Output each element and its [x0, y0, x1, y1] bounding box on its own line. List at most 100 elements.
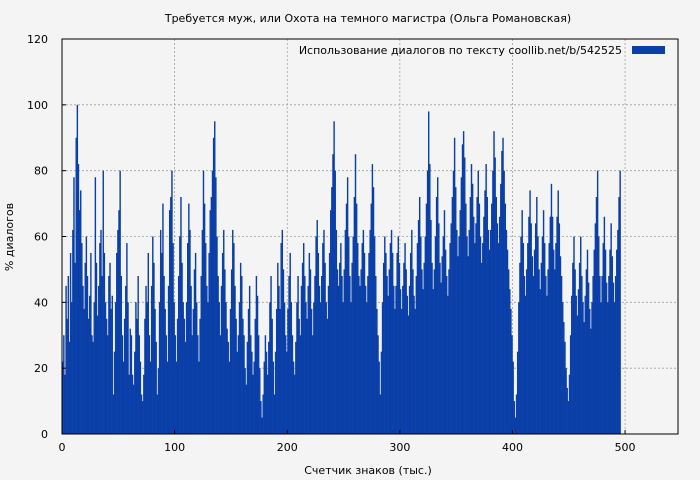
bar: [101, 276, 103, 434]
bar: [69, 252, 72, 434]
bar: [176, 318, 179, 434]
bar: [293, 374, 296, 434]
bar: [327, 285, 330, 434]
bar: [459, 210, 461, 434]
bar: [494, 157, 496, 434]
bar: [66, 318, 68, 434]
bar: [362, 229, 365, 434]
bar: [312, 335, 314, 434]
bar: [377, 335, 379, 434]
bar: [81, 243, 83, 434]
bar: [263, 361, 266, 434]
bar: [446, 276, 448, 434]
bar: [309, 269, 312, 434]
bar: [102, 170, 104, 434]
bar: [331, 187, 333, 434]
bar: [458, 236, 460, 434]
bar: [453, 137, 456, 434]
bar: [76, 104, 79, 434]
bar: [565, 368, 567, 434]
bar: [608, 276, 610, 434]
bar: [523, 276, 526, 434]
bar: [99, 243, 101, 434]
bar: [295, 341, 297, 434]
bar: [284, 335, 287, 434]
bar: [243, 335, 245, 434]
bar: [589, 308, 591, 434]
bar: [493, 131, 495, 434]
bar: [450, 223, 452, 434]
bar: [448, 269, 450, 434]
bar: [283, 302, 286, 434]
bar: [153, 262, 155, 434]
bar: [590, 328, 592, 434]
bar: [501, 150, 503, 434]
bar: [158, 302, 161, 434]
bar: [372, 187, 375, 434]
bar: [105, 318, 108, 434]
bar: [127, 302, 129, 434]
bar: [225, 302, 227, 434]
bar: [542, 210, 545, 434]
bar: [86, 276, 89, 434]
bar: [557, 190, 559, 434]
bar: [367, 276, 369, 434]
bar: [201, 229, 204, 434]
bar: [130, 335, 133, 434]
bar: [321, 276, 323, 434]
bar: [150, 285, 153, 434]
bar: [310, 308, 313, 434]
bar: [91, 335, 93, 434]
bar: [371, 164, 374, 435]
bar: [438, 223, 440, 434]
bar: [361, 243, 363, 434]
bar: [323, 229, 325, 434]
bar: [449, 243, 451, 434]
bar: [551, 216, 554, 434]
bar: [591, 302, 593, 434]
bar: [452, 170, 455, 434]
bar: [242, 318, 244, 434]
bar: [182, 302, 184, 434]
bar: [406, 295, 409, 434]
bar: [617, 229, 619, 434]
bar: [145, 285, 147, 434]
bar: [82, 285, 84, 434]
bar: [573, 236, 575, 434]
bar: [259, 368, 261, 434]
bar: [425, 203, 428, 434]
bar: [465, 203, 467, 434]
bar: [272, 361, 275, 434]
bar: [384, 236, 386, 434]
bar: [507, 269, 510, 434]
bar: [138, 335, 141, 434]
bar: [546, 295, 548, 434]
bar: [251, 351, 253, 434]
bar: [103, 252, 106, 434]
y-tick-label: 80: [34, 165, 48, 178]
bar: [274, 351, 277, 434]
bar: [483, 216, 485, 434]
bar: [144, 318, 146, 434]
bar: [336, 269, 339, 434]
bar: [403, 262, 405, 434]
bar: [539, 289, 541, 434]
bar: [530, 223, 532, 434]
bar: [426, 170, 429, 434]
bar: [619, 170, 621, 434]
bar: [464, 157, 466, 434]
bar: [600, 302, 602, 434]
bar: [235, 318, 237, 434]
bar: [217, 276, 219, 434]
bar: [132, 384, 135, 434]
bar: [580, 236, 582, 434]
y-axis-label: % диалогов: [3, 203, 16, 271]
bar: [529, 190, 531, 434]
bar: [344, 229, 347, 434]
bar: [118, 210, 120, 434]
bar: [337, 285, 340, 434]
bar: [468, 229, 470, 434]
bar: [440, 282, 442, 434]
bar: [533, 249, 536, 434]
bar: [345, 203, 348, 434]
